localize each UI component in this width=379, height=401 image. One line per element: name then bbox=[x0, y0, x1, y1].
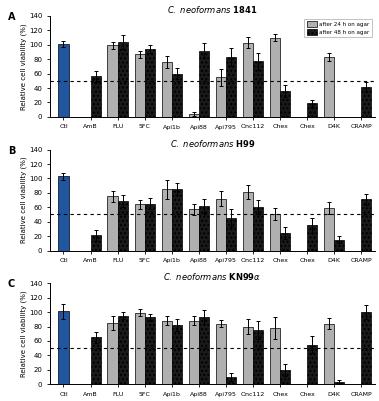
Text: A: A bbox=[8, 12, 15, 22]
Bar bbox=[199, 317, 209, 384]
Title: $\it{C.\ neoformans}$ $\bf{KN99}$$\alpha$: $\it{C.\ neoformans}$ $\bf{KN99}$$\alpha… bbox=[163, 271, 262, 282]
Bar bbox=[91, 235, 101, 251]
Bar bbox=[161, 189, 172, 251]
Bar bbox=[107, 45, 117, 117]
Bar bbox=[107, 196, 117, 251]
Bar bbox=[135, 313, 145, 384]
Bar bbox=[253, 330, 263, 384]
Bar bbox=[189, 321, 199, 384]
Bar bbox=[361, 199, 371, 251]
Bar bbox=[280, 233, 290, 251]
Bar bbox=[307, 103, 317, 117]
Bar bbox=[199, 51, 209, 117]
Text: C: C bbox=[8, 279, 15, 289]
Bar bbox=[135, 54, 145, 117]
Bar bbox=[253, 61, 263, 117]
Bar bbox=[145, 204, 155, 251]
Bar bbox=[280, 370, 290, 384]
Bar bbox=[324, 324, 334, 384]
Bar bbox=[226, 218, 236, 251]
Bar bbox=[253, 207, 263, 251]
Bar bbox=[361, 312, 371, 384]
Bar bbox=[334, 382, 345, 384]
Title: $\it{C.\ neoformans}$ $\bf{H99}$: $\it{C.\ neoformans}$ $\bf{H99}$ bbox=[169, 138, 255, 149]
Bar bbox=[91, 337, 101, 384]
Text: B: B bbox=[8, 146, 15, 156]
Legend: after 24 h on agar, after 48 h on agar: after 24 h on agar, after 48 h on agar bbox=[304, 19, 372, 37]
Bar bbox=[270, 38, 280, 117]
Title: $\it{C.\ neoformans}$ $\bf{1841}$: $\it{C.\ neoformans}$ $\bf{1841}$ bbox=[167, 4, 258, 15]
Y-axis label: Relative cell viability (%): Relative cell viability (%) bbox=[21, 23, 27, 110]
Bar bbox=[226, 57, 236, 117]
Bar bbox=[216, 198, 226, 251]
Bar bbox=[324, 208, 334, 251]
Bar bbox=[199, 206, 209, 251]
Bar bbox=[135, 205, 145, 251]
Bar bbox=[107, 323, 117, 384]
Bar bbox=[270, 328, 280, 384]
Bar bbox=[161, 321, 172, 384]
Bar bbox=[58, 176, 69, 251]
Bar bbox=[117, 316, 128, 384]
Y-axis label: Relative cell viability (%): Relative cell viability (%) bbox=[21, 157, 27, 243]
Bar bbox=[307, 344, 317, 384]
Bar bbox=[145, 49, 155, 117]
Bar bbox=[324, 57, 334, 117]
Bar bbox=[226, 377, 236, 384]
Bar bbox=[280, 91, 290, 117]
Bar bbox=[172, 189, 182, 251]
Bar bbox=[117, 42, 128, 117]
Bar bbox=[189, 209, 199, 251]
Bar bbox=[58, 44, 69, 117]
Bar bbox=[361, 87, 371, 117]
Bar bbox=[307, 225, 317, 251]
Bar bbox=[58, 312, 69, 384]
Bar bbox=[243, 43, 253, 117]
Bar bbox=[243, 192, 253, 251]
Bar bbox=[172, 325, 182, 384]
Bar bbox=[270, 214, 280, 251]
Bar bbox=[117, 201, 128, 251]
Bar bbox=[216, 324, 226, 384]
Bar bbox=[216, 77, 226, 117]
Bar bbox=[145, 317, 155, 384]
Bar bbox=[189, 114, 199, 117]
Bar bbox=[161, 62, 172, 117]
Y-axis label: Relative cell viability (%): Relative cell viability (%) bbox=[21, 290, 27, 377]
Bar bbox=[91, 77, 101, 117]
Bar bbox=[243, 326, 253, 384]
Bar bbox=[172, 74, 182, 117]
Bar bbox=[334, 240, 345, 251]
